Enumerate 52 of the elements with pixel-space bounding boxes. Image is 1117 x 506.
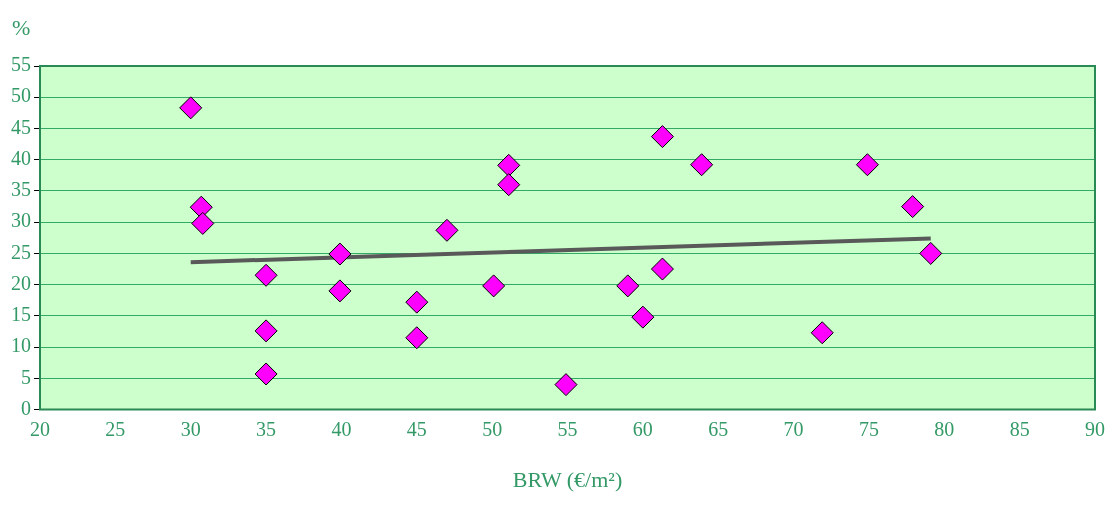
point: [690, 153, 714, 177]
x-tick-label: 40: [331, 417, 352, 440]
point: [191, 211, 215, 235]
point: [631, 305, 655, 329]
x-tick-label: 45: [406, 417, 427, 440]
y-axis-title: %: [12, 14, 31, 40]
point: [405, 326, 429, 350]
point: [405, 290, 429, 314]
x-tick-label: 50: [482, 417, 503, 440]
x-tick-label: 75: [858, 417, 879, 440]
x-tick-label: 65: [708, 417, 729, 440]
x-tick-label: 55: [557, 417, 578, 440]
y-tick-label: 45: [11, 115, 31, 138]
x-tick-label: 70: [783, 417, 804, 440]
point: [254, 319, 278, 343]
x-tick-label: 30: [180, 417, 201, 440]
y-tick-label: 10: [11, 334, 31, 357]
x-tick-label: 25: [105, 417, 126, 440]
point: [482, 274, 506, 298]
point: [497, 153, 521, 177]
x-axis-title: BRW (€/m²): [512, 466, 623, 492]
point: [810, 321, 834, 345]
point: [855, 153, 879, 177]
x-tick-label: 80: [934, 417, 955, 440]
point: [254, 362, 278, 386]
point: [435, 218, 459, 242]
y-tick-label: 5: [21, 365, 31, 388]
y-tick-label: 50: [11, 84, 31, 107]
y-tick-label: 35: [11, 178, 31, 201]
x-tick-label: 35: [256, 417, 277, 440]
point: [328, 242, 352, 266]
point: [616, 274, 640, 298]
point: [650, 257, 674, 281]
point: [901, 195, 925, 219]
y-tick-label: 0: [21, 396, 31, 419]
point: [254, 263, 278, 287]
y-tick-label: 30: [11, 209, 31, 232]
y-tick-label: 20: [11, 271, 31, 294]
y-tick-label: 15: [11, 303, 31, 326]
x-tick-label: 90: [1085, 417, 1105, 440]
y-tick-label: 55: [11, 53, 31, 76]
point: [328, 279, 352, 303]
point: [189, 195, 213, 219]
point: [497, 173, 521, 197]
y-tick-label: 25: [11, 240, 31, 263]
y-tick-label: 40: [11, 146, 31, 169]
point: [919, 241, 943, 265]
x-tick-label: 85: [1009, 417, 1030, 440]
point: [179, 96, 203, 120]
point: [650, 125, 674, 149]
x-tick-label: 60: [632, 417, 653, 440]
point: [554, 373, 578, 397]
